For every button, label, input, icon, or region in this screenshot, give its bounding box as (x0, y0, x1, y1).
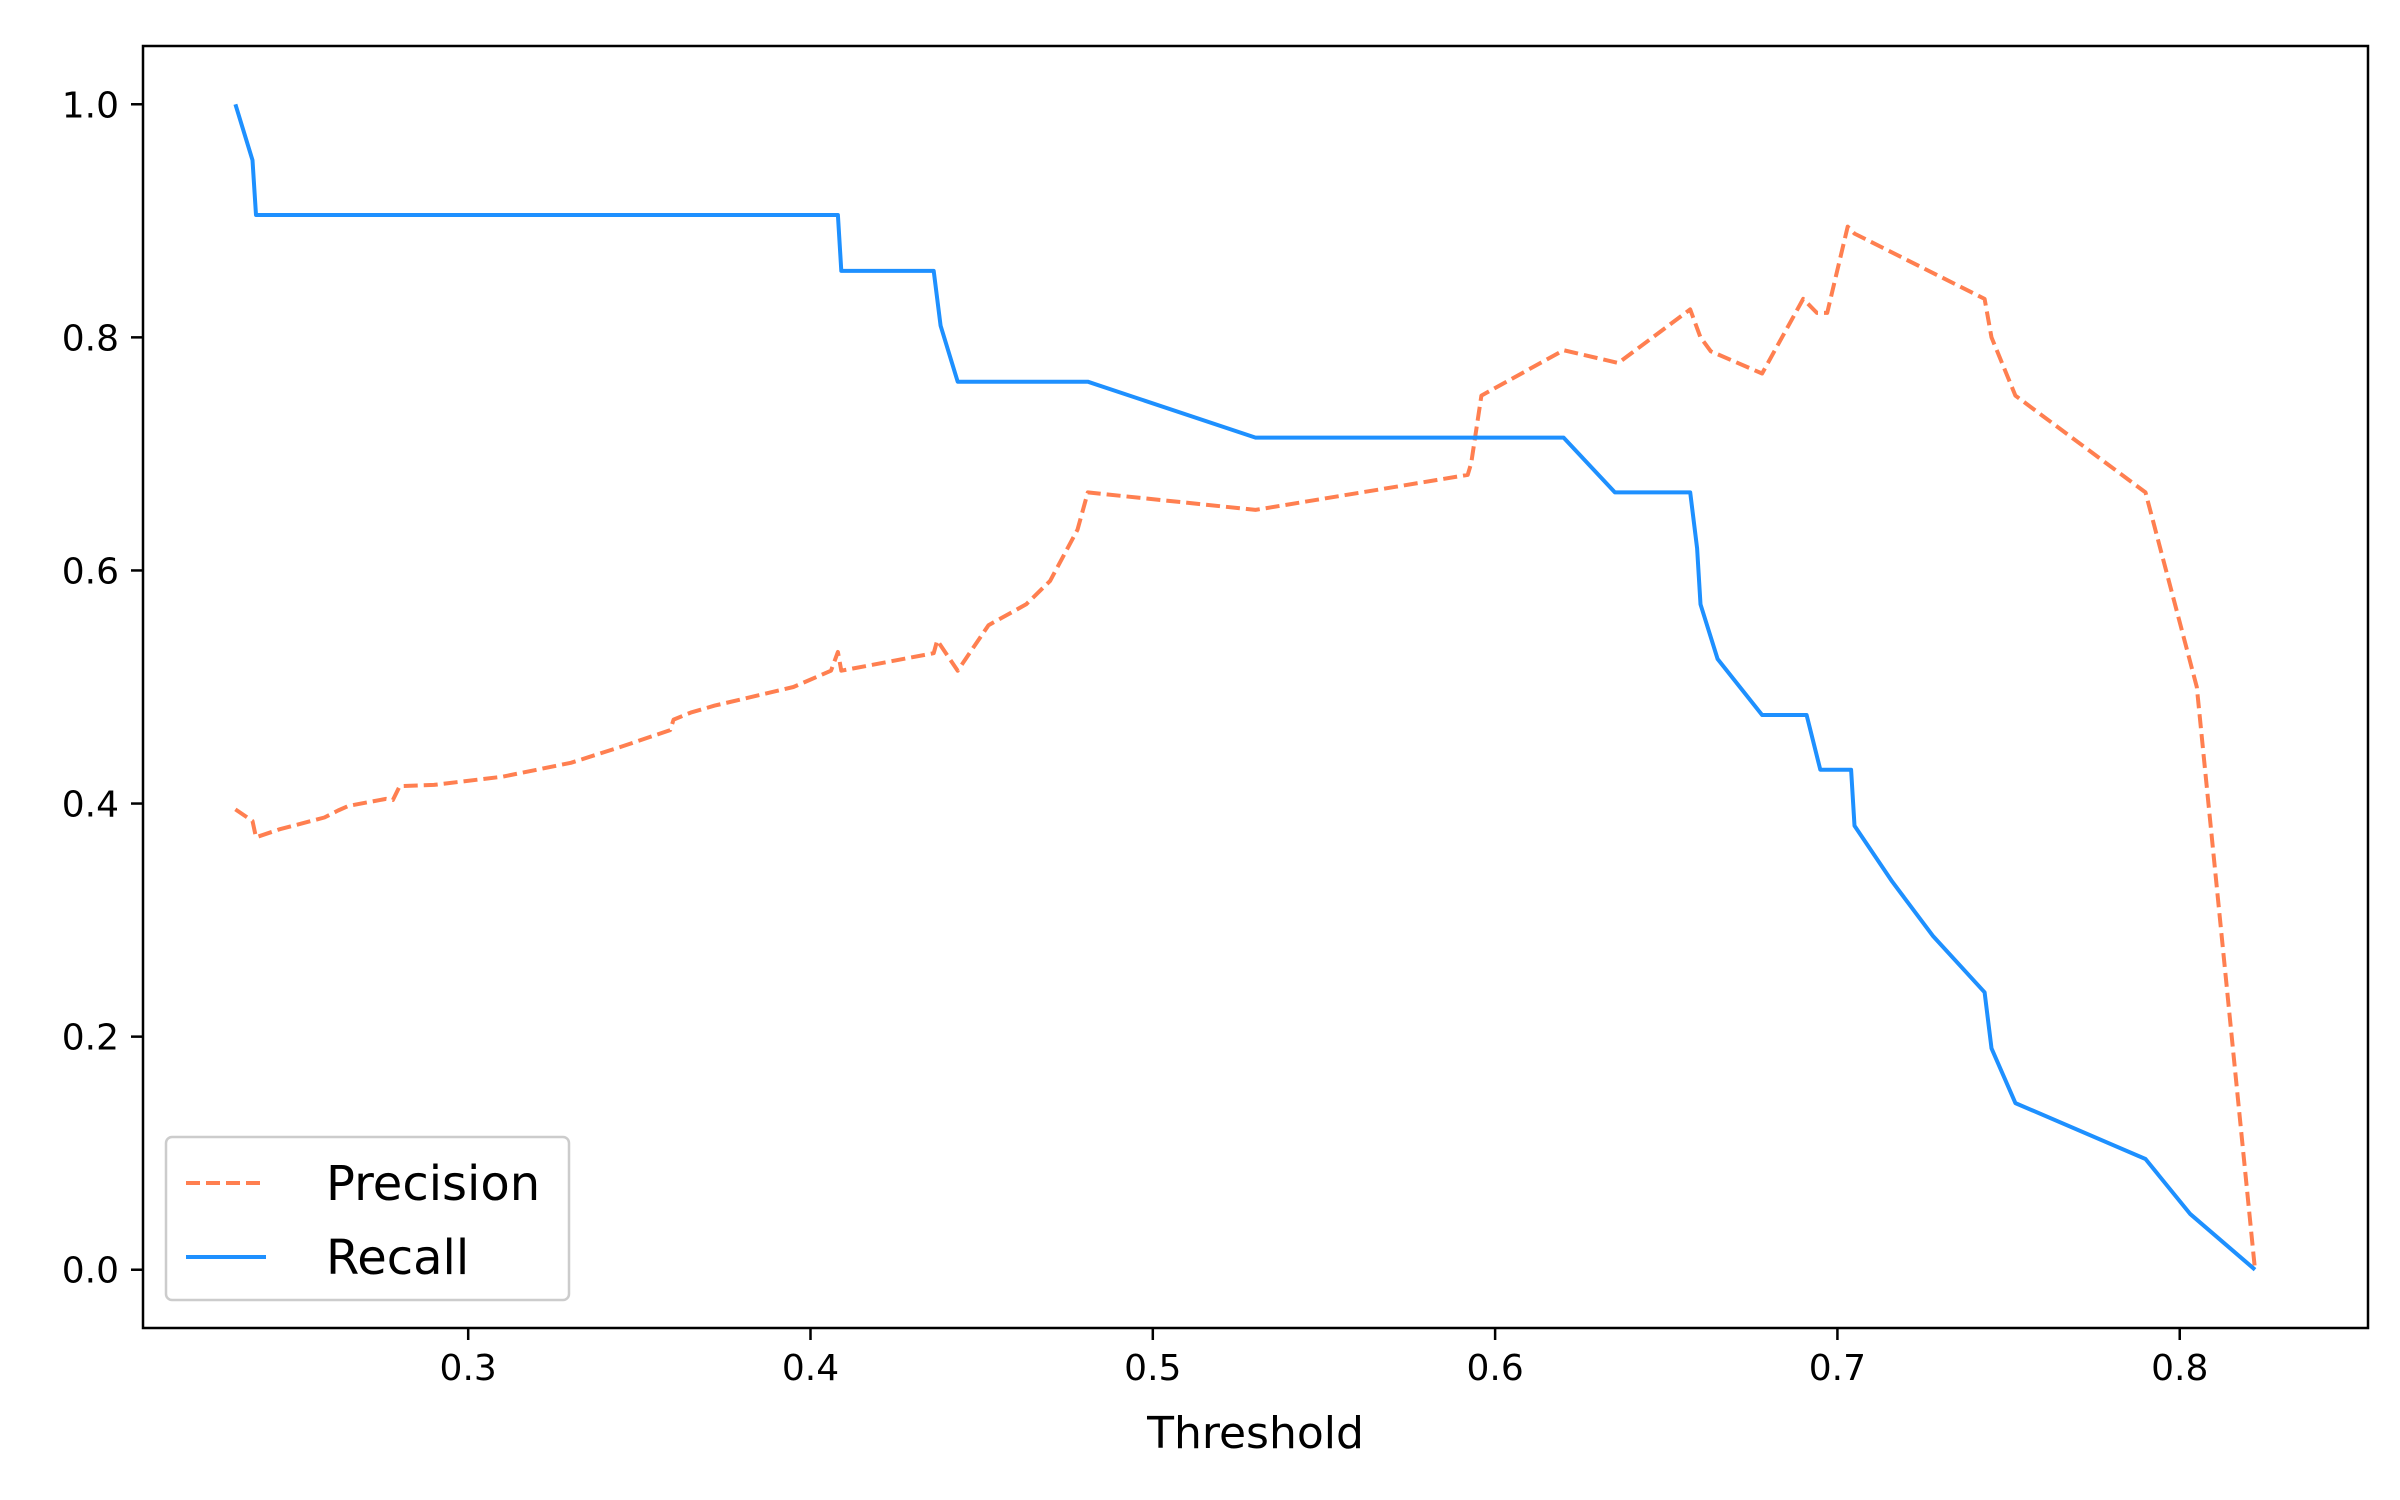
plot-frame (141, 44, 2370, 1330)
legend-label-precision: Precision (326, 1156, 540, 1212)
x-tick-label: 0.6 (1466, 1348, 1523, 1389)
series-layer (233, 103, 2257, 1272)
x-tick-label: 0.5 (1124, 1348, 1181, 1389)
series-line-recall (233, 103, 2257, 1272)
x-tick-label: 0.4 (782, 1348, 839, 1389)
y-tick-label: 0.8 (62, 318, 119, 359)
x-tick-label: 0.7 (1809, 1348, 1866, 1389)
legend: Precision Recall (164, 1135, 571, 1302)
y-tick-label: 0.0 (62, 1251, 119, 1292)
series-line-precision (234, 224, 2257, 1270)
legend-box (164, 1135, 571, 1302)
x-axis-title: Threshold (1146, 1408, 1364, 1459)
y-tick-label: 0.4 (62, 785, 119, 826)
y-tick-label: 0.6 (62, 551, 119, 592)
x-tick-label: 0.8 (2151, 1348, 2208, 1389)
y-tick-label: 1.0 (62, 85, 119, 126)
x-axis: 0.3 0.4 0.5 0.6 0.7 0.8 (440, 1328, 2208, 1389)
y-tick-label: 0.2 (62, 1018, 119, 1059)
y-axis: 0.0 0.2 0.4 0.6 0.8 1.0 (62, 85, 143, 1292)
legend-label-recall: Recall (326, 1230, 469, 1286)
x-tick-label: 0.3 (440, 1348, 497, 1389)
